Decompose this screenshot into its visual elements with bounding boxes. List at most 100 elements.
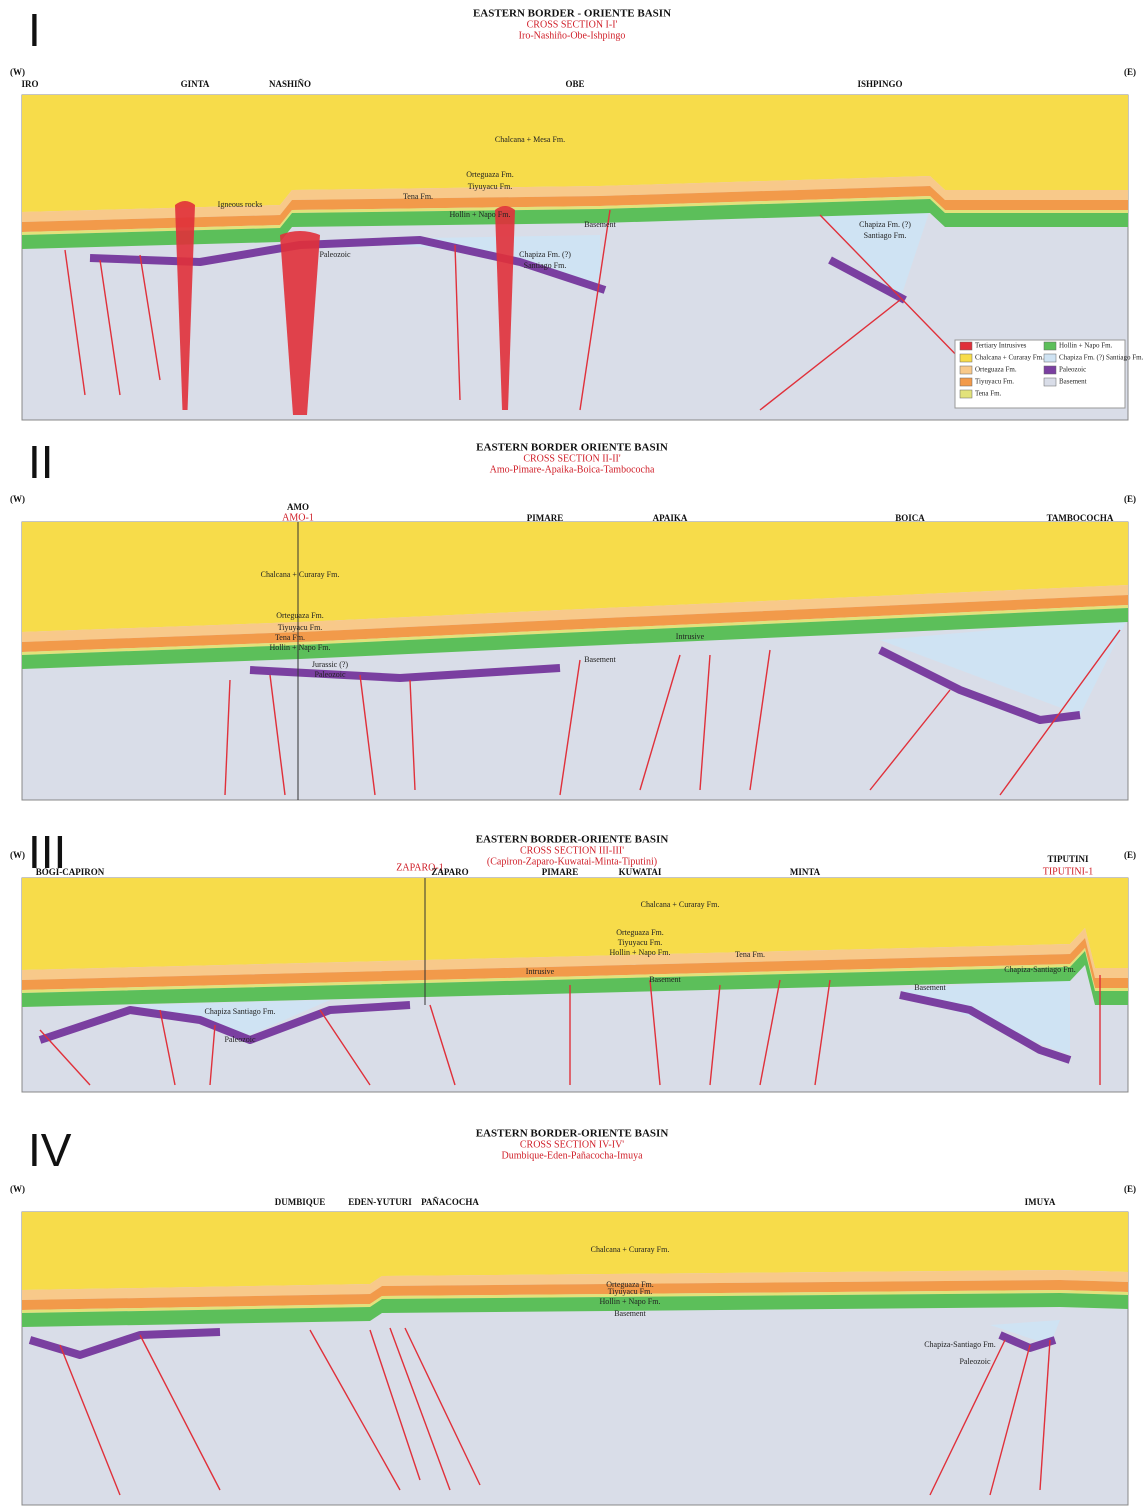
section-route: Iro-Nashiño-Obe-Ishpingo — [519, 30, 626, 41]
legend-label: Chapiza Fm. (?) Santiago Fm. — [1059, 354, 1144, 362]
legend-label: Chalcana + Curaray Fm. — [975, 354, 1044, 362]
west-label: (W) — [10, 1184, 25, 1194]
well-name: ISHPINGO — [857, 79, 902, 89]
section-title: EASTERN BORDER-ORIENTE BASIN — [476, 834, 669, 846]
formation-label: Paleozoic — [314, 670, 346, 679]
well-name: PIMARE — [527, 513, 564, 523]
formation-label: Chapiza Fm. (?) — [519, 250, 571, 259]
east-label: (E) — [1124, 67, 1136, 77]
well-name: PIMARE — [542, 867, 579, 877]
legend-label: Tiyuyacu Fm. — [975, 378, 1014, 386]
legend-label: Hollin + Napo Fm. — [1059, 342, 1113, 350]
formation-label: Orteguaza Fm. — [466, 170, 514, 179]
section-numeral: II — [28, 436, 54, 488]
formation-label: Chalcana + Mesa Fm. — [495, 135, 565, 144]
legend-swatch — [960, 378, 972, 386]
well-name: IRO — [21, 79, 38, 89]
formation-label: Hollin + Napo Fm. — [270, 643, 331, 652]
legend-label: Paleozoic — [1059, 366, 1086, 374]
well-name: OBE — [565, 79, 584, 89]
section-name: CROSS SECTION I-I' — [527, 19, 618, 30]
west-label: (W) — [10, 67, 25, 77]
formation-label: Intrusive — [526, 967, 555, 976]
section-numeral: I — [28, 4, 41, 56]
legend-swatch — [1044, 378, 1056, 386]
formation-label: Basement — [614, 1309, 646, 1318]
west-label: (W) — [10, 494, 25, 504]
formation-label: Intrusive — [676, 632, 705, 641]
formation-label: Hollin + Napo Fm. — [600, 1297, 661, 1306]
formation-label: Jurassic (?) — [312, 660, 349, 669]
legend-swatch — [1044, 342, 1056, 350]
formation-label: Hollin + Napo Fm. — [450, 210, 511, 219]
east-label: (E) — [1124, 850, 1136, 860]
formation-label: Tiyuyacu Fm. — [608, 1287, 653, 1296]
legend-label: Tertiary Intrusives — [975, 342, 1027, 350]
formation-label: Basement — [584, 220, 616, 229]
section-title: EASTERN BORDER-ORIENTE BASIN — [476, 1128, 669, 1140]
formation-label: Chapiza Fm. (?) — [859, 220, 911, 229]
formation-label: Igneous rocks — [218, 200, 263, 209]
formation-label: Tiyuyacu Fm. — [468, 182, 513, 191]
well-name: BOICA — [895, 513, 925, 523]
well-name: EDEN-YUTURI — [348, 1197, 412, 1207]
well-name: NASHIÑO — [269, 79, 311, 89]
east-label: (E) — [1124, 494, 1136, 504]
formation-label: Santiago Fm. — [524, 261, 567, 270]
section-title: EASTERN BORDER - ORIENTE BASIN — [473, 8, 671, 20]
formation-label: Chapiza-Santiago Fm. — [1004, 965, 1076, 974]
formation-label: Hollin + Napo Fm. — [610, 948, 671, 957]
well-name: DUMBIQUE — [275, 1197, 326, 1207]
formation-label: Basement — [914, 983, 946, 992]
well-name: AMO — [287, 502, 309, 512]
legend-label: Orteguaza Fm. — [975, 366, 1017, 374]
legend-label: Basement — [1059, 378, 1087, 386]
formation-label: Orteguaza Fm. — [276, 611, 324, 620]
east-label: (E) — [1124, 1184, 1136, 1194]
formation-label: Tena Fm. — [403, 192, 433, 201]
well-name: AMO-1 — [282, 512, 314, 523]
legend-box — [955, 340, 1125, 408]
section-route: Amo-Pimare-Apaika-Boica-Tambococha — [490, 464, 655, 475]
legend-swatch — [960, 354, 972, 362]
well-name: KUWATAI — [619, 867, 662, 877]
formation-label: Basement — [649, 975, 681, 984]
formation-label: Tiyuyacu Fm. — [618, 938, 663, 947]
legend-swatch — [1044, 366, 1056, 374]
well-name: TIPUTINI-1 — [1043, 866, 1094, 877]
formation-label: Tena Fm. — [275, 633, 305, 642]
section-name: CROSS SECTION II-II' — [523, 453, 621, 464]
legend-label: Tena Fm. — [975, 390, 1002, 398]
formation-label: Chalcana + Curaray Fm. — [261, 570, 340, 579]
section-route: (Capiron-Zaparo-Kuwatai-Minta-Tiputini) — [487, 856, 657, 867]
cross-sections: IEASTERN BORDER - ORIENTE BASINCROSS SEC… — [0, 0, 1145, 1507]
formation-label: Chapiza Santiago Fm. — [205, 1007, 276, 1016]
west-label: (W) — [10, 850, 25, 860]
formation-label: Basement — [584, 655, 616, 664]
well-name: TAMBOCOCHA — [1047, 513, 1114, 523]
legend-swatch — [960, 390, 972, 398]
section-title: EASTERN BORDER ORIENTE BASIN — [476, 442, 668, 454]
well-name: ZAPARO — [431, 867, 468, 877]
section-route: Dumbique-Eden-Pañacocha-Imuya — [501, 1150, 643, 1161]
legend-swatch — [960, 366, 972, 374]
formation-label: Chalcana + Curaray Fm. — [591, 1245, 670, 1254]
well-name: TIPUTINI — [1047, 854, 1089, 864]
well-name: IMUYA — [1025, 1197, 1056, 1207]
formation-label: Chalcana + Curaray Fm. — [641, 900, 720, 909]
section-numeral: IV — [28, 1124, 72, 1176]
formation-label: Paleozoic — [224, 1035, 256, 1044]
formation-label: Paleozoic — [319, 250, 351, 259]
formation-label: Tena Fm. — [735, 950, 765, 959]
formation-label: Orteguaza Fm. — [616, 928, 664, 937]
section-name: CROSS SECTION IV-IV' — [520, 1139, 624, 1150]
legend-swatch — [1044, 354, 1056, 362]
well-name: PAÑACOCHA — [421, 1197, 479, 1207]
legend-swatch — [960, 342, 972, 350]
well-name: GINTA — [181, 79, 210, 89]
well-name: BOGI-CAPIRON — [36, 867, 105, 877]
